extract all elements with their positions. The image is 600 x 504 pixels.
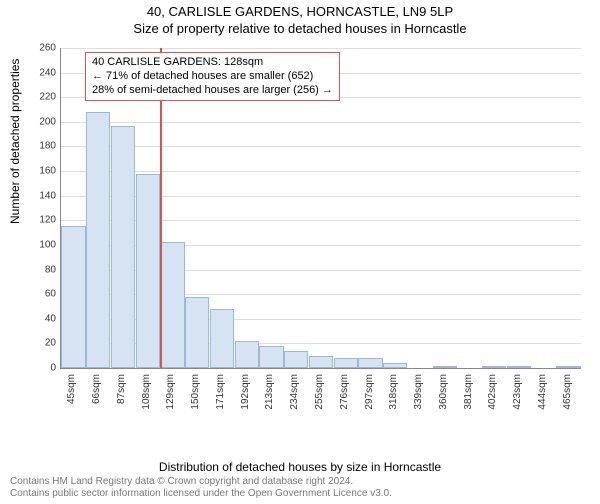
chart-container: 02040608010012014016018020022024026040 C… — [60, 48, 580, 418]
bar — [210, 309, 234, 368]
gridline — [61, 48, 581, 49]
gridline — [61, 171, 581, 172]
bar — [160, 242, 184, 368]
bar — [61, 226, 85, 368]
y-tick-label: 200 — [39, 116, 56, 127]
annotation-box: 40 CARLISLE GARDENS: 128sqm← 71% of deta… — [85, 52, 340, 101]
x-tick-label: 318sqm — [388, 374, 399, 410]
x-tick-label: 276sqm — [339, 374, 350, 410]
bar — [482, 366, 506, 368]
y-tick-label: 160 — [39, 166, 56, 177]
bar — [284, 351, 308, 368]
x-tick-label: 465sqm — [562, 374, 573, 410]
x-tick-label: 192sqm — [240, 374, 251, 410]
y-tick-label: 20 — [45, 338, 56, 349]
bar — [86, 112, 110, 368]
gridline — [61, 146, 581, 147]
y-tick-label: 80 — [45, 264, 56, 275]
x-tick-label: 360sqm — [438, 374, 449, 410]
x-tick-label: 87sqm — [116, 374, 127, 404]
bar — [259, 346, 283, 368]
y-axis-label: Number of detached properties — [8, 59, 22, 224]
bar — [358, 358, 382, 368]
bar — [136, 174, 160, 368]
annotation-line-2: ← 71% of detached houses are smaller (65… — [92, 70, 333, 84]
y-tick-label: 100 — [39, 239, 56, 250]
y-tick-label: 180 — [39, 141, 56, 152]
x-tick-label: 402sqm — [487, 374, 498, 410]
y-tick-label: 0 — [50, 363, 56, 374]
bar — [185, 297, 209, 368]
x-axis-label: Distribution of detached houses by size … — [0, 460, 600, 474]
x-tick-label: 129sqm — [165, 374, 176, 410]
x-tick-label: 213sqm — [264, 374, 275, 410]
annotation-line-3: 28% of semi-detached houses are larger (… — [92, 84, 333, 98]
x-tick-label: 423sqm — [512, 374, 523, 410]
x-tick-label: 66sqm — [91, 374, 102, 404]
x-tick-label: 108sqm — [141, 374, 152, 410]
bar — [111, 126, 135, 368]
page-title: 40, CARLISLE GARDENS, HORNCASTLE, LN9 5L… — [0, 4, 600, 19]
y-tick-label: 240 — [39, 67, 56, 78]
x-tick-label: 234sqm — [289, 374, 300, 410]
footer-line-2: Contains public sector information licen… — [10, 488, 392, 500]
plot-area: 02040608010012014016018020022024026040 C… — [60, 48, 581, 369]
bar — [433, 366, 457, 368]
x-tick-label: 339sqm — [413, 374, 424, 410]
bar — [383, 363, 407, 368]
y-tick-label: 120 — [39, 215, 56, 226]
annotation-line-1: 40 CARLISLE GARDENS: 128sqm — [92, 56, 333, 70]
bar — [309, 356, 333, 368]
y-tick-label: 60 — [45, 289, 56, 300]
bar — [334, 358, 358, 368]
y-tick-label: 260 — [39, 43, 56, 54]
y-tick-label: 220 — [39, 92, 56, 103]
x-tick-label: 150sqm — [190, 374, 201, 410]
x-tick-label: 381sqm — [463, 374, 474, 410]
footer-attribution: Contains HM Land Registry data © Crown c… — [10, 476, 392, 500]
bar — [235, 341, 259, 368]
x-tick-label: 444sqm — [537, 374, 548, 410]
y-tick-label: 140 — [39, 190, 56, 201]
y-tick-label: 40 — [45, 313, 56, 324]
x-tick-label: 171sqm — [215, 374, 226, 410]
bar — [507, 366, 531, 368]
footer-line-1: Contains HM Land Registry data © Crown c… — [10, 476, 392, 488]
x-tick-label: 255sqm — [314, 374, 325, 410]
bar — [556, 366, 580, 368]
x-tick-label: 45sqm — [66, 374, 77, 404]
page-subtitle: Size of property relative to detached ho… — [0, 21, 600, 36]
gridline — [61, 122, 581, 123]
x-tick-label: 297sqm — [364, 374, 375, 410]
